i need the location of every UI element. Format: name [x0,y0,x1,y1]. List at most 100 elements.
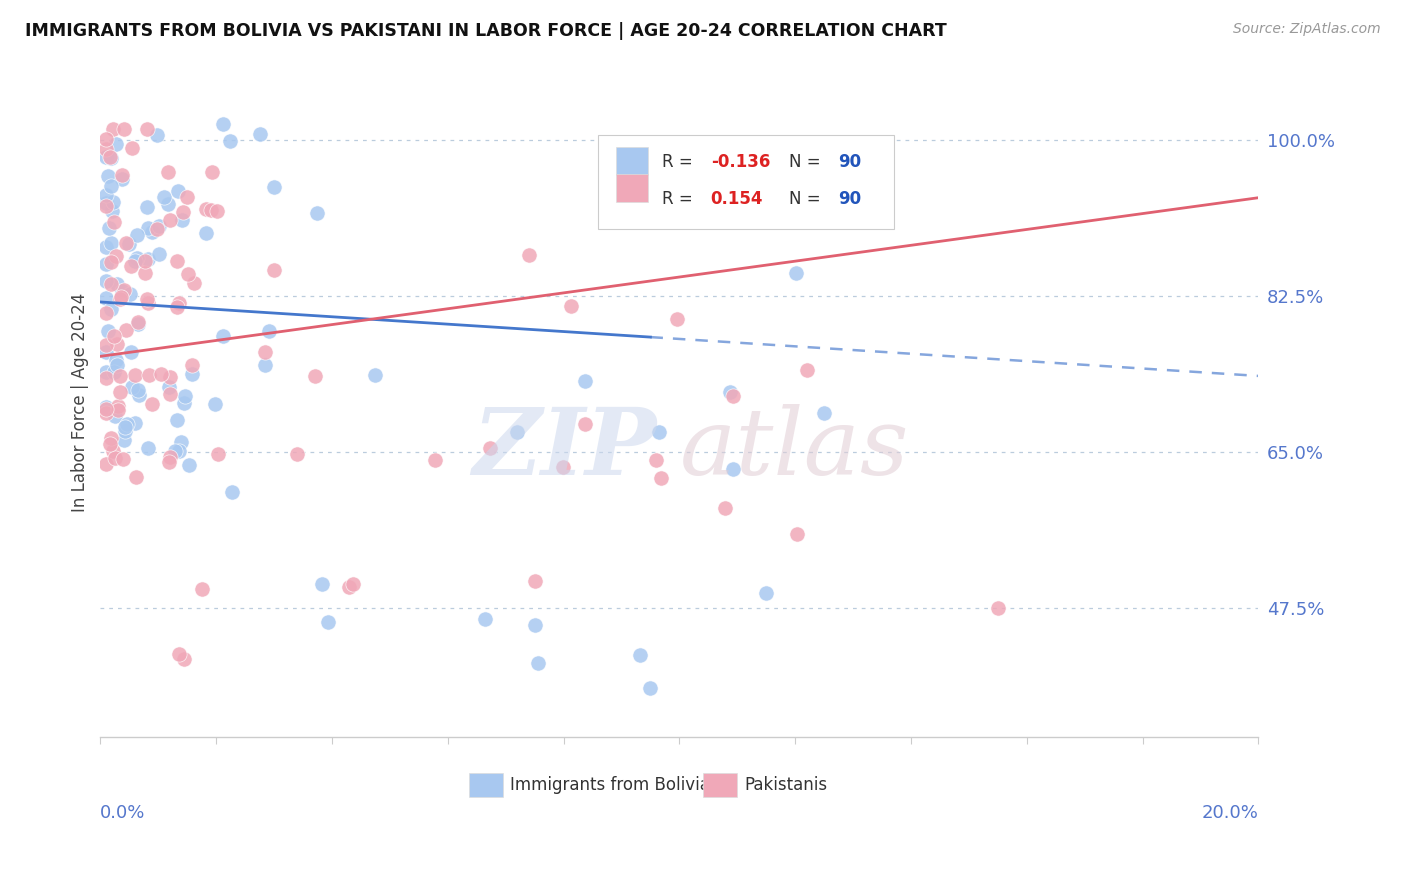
Point [94,132,117,146]
Point [523,618,546,632]
Point [153,190,176,204]
Point [103,365,125,379]
Point [474,612,496,626]
Point [105,353,128,368]
Point [114,420,136,434]
Point [94,400,117,414]
Point [121,380,143,394]
Text: N =: N = [789,153,827,171]
Point [94,150,117,164]
Point [101,444,124,458]
Text: -0.136: -0.136 [710,153,770,171]
Point [786,527,808,541]
Point [207,447,229,461]
Point [650,471,672,485]
Point [141,225,163,239]
Point [305,206,328,220]
Point [136,296,159,310]
Point [111,168,134,182]
Point [640,681,662,695]
Point [173,396,195,410]
Point [721,462,744,476]
Text: R =: R = [662,153,697,171]
FancyBboxPatch shape [616,147,648,176]
Point [157,380,180,394]
Point [159,213,181,227]
Point [157,197,180,211]
Point [134,254,156,268]
Point [103,409,125,424]
Point [141,397,163,411]
Point [173,652,195,666]
Point [120,260,142,274]
Point [136,292,159,306]
Point [211,117,233,131]
Text: 90: 90 [838,153,860,171]
FancyBboxPatch shape [468,772,503,797]
Point [111,284,134,298]
Point [115,236,138,251]
Point [110,289,132,303]
Point [94,401,117,416]
Point [105,137,128,152]
Point [176,190,198,204]
Text: N =: N = [789,190,827,208]
Point [101,194,124,209]
Point [785,267,807,281]
Point [148,219,170,234]
Text: IMMIGRANTS FROM BOLIVIA VS PAKISTANI IN LABOR FORCE | AGE 20-24 CORRELATION CHAR: IMMIGRANTS FROM BOLIVIA VS PAKISTANI IN … [25,22,948,40]
Point [157,454,180,468]
FancyBboxPatch shape [703,772,737,797]
Point [148,246,170,260]
Point [721,389,744,403]
Point [94,371,117,385]
Point [170,434,193,449]
Point [111,451,134,466]
Point [136,441,159,455]
Point [105,337,128,351]
Point [170,213,193,227]
Point [205,203,228,218]
Point [166,254,188,268]
Text: Source: ZipAtlas.com: Source: ZipAtlas.com [1233,22,1381,37]
Point [107,403,129,417]
Point [149,368,172,382]
Point [112,434,135,448]
Point [172,205,194,219]
Point [169,296,191,310]
Point [311,577,333,591]
Point [219,134,242,148]
Point [120,345,142,359]
Point [423,453,446,467]
Point [136,220,159,235]
Point [125,470,148,484]
Point [181,367,204,381]
Point [138,368,160,382]
Point [173,389,195,403]
Point [479,441,502,455]
Point [159,387,181,401]
Point [100,277,122,291]
Point [108,384,131,399]
Point [134,266,156,280]
Point [124,253,146,268]
Point [94,274,117,288]
Point [813,405,835,419]
Point [94,345,117,359]
Text: 20.0%: 20.0% [1202,804,1258,822]
Point [100,179,122,194]
Point [103,122,125,136]
Point [645,453,668,467]
Point [127,228,149,243]
Point [103,329,125,343]
Point [120,287,142,301]
Point [165,444,187,458]
Point [98,150,121,164]
Text: 0.154: 0.154 [710,190,763,208]
FancyBboxPatch shape [599,136,894,229]
Point [100,151,122,165]
Point [114,424,136,438]
Point [249,127,271,141]
Text: Pakistanis: Pakistanis [744,776,827,794]
Point [156,165,179,179]
